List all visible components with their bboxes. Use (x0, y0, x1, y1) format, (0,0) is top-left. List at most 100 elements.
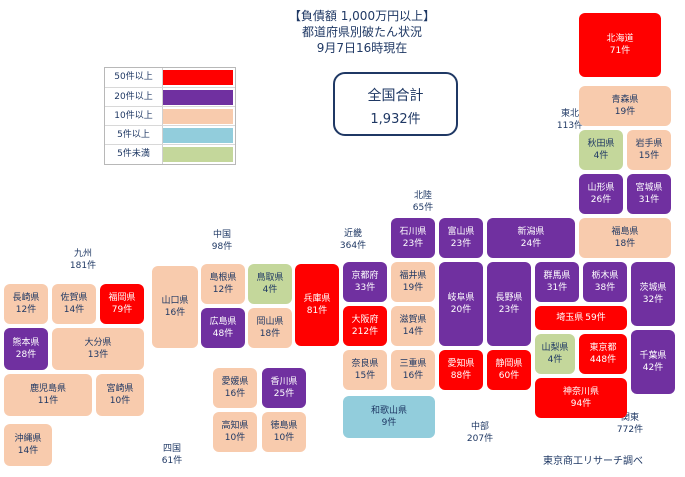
region-count: 61件 (161, 456, 183, 466)
prefecture-count: 31件 (546, 283, 568, 293)
prefecture-name: 神奈川県 (562, 387, 599, 397)
prefecture-name: 山梨県 (541, 343, 569, 353)
prefecture-count: 11件 (37, 396, 59, 406)
region-name: 関東 (620, 413, 639, 423)
prefecture-okinawa: 沖縄県 14件 (4, 424, 52, 466)
region-name: 四国 (162, 444, 181, 454)
prefecture-shiga: 滋賀県 14件 (391, 306, 435, 346)
prefecture-tokyo: 東京都 448件 (579, 334, 627, 374)
prefecture-name: 北海道 (606, 34, 634, 44)
prefecture-count: 23件 (450, 239, 472, 249)
prefecture-yamaguchi: 山口県 16件 (152, 266, 198, 348)
prefecture-name: 長崎県 (12, 293, 40, 303)
prefecture-name: 佐賀県 (60, 293, 88, 303)
prefecture-name: 広島県 (209, 317, 237, 327)
prefecture-count: 4件 (547, 355, 563, 365)
prefecture-count: 25件 (273, 389, 295, 399)
prefecture-count: 4件 (262, 285, 278, 295)
prefecture-name: 福岡県 (108, 293, 136, 303)
region-tohoku: 東北 113件 (555, 108, 585, 132)
region-name: 北陸 (413, 191, 432, 201)
prefecture-count: 33件 (354, 283, 376, 293)
prefecture-fukui: 福井県 19件 (391, 262, 435, 302)
prefecture-count: 448件 (589, 355, 617, 365)
prefecture-count: 10件 (273, 433, 295, 443)
national-total-box: 全国合計 1,932件 (333, 72, 458, 136)
prefecture-count: 24件 (520, 239, 542, 249)
prefecture-name: 熊本県 (12, 338, 40, 348)
legend-swatch (163, 147, 233, 162)
prefecture-name: 秋田県 (587, 139, 615, 149)
prefecture-count: 18件 (259, 329, 281, 339)
prefecture-kochi: 高知県 10件 (213, 412, 257, 452)
prefecture-count: 18件 (614, 239, 636, 249)
prefecture-count: 16件 (402, 371, 424, 381)
title-line-2: 都道府県別破たん状況 (301, 25, 422, 39)
prefecture-count: 60件 (498, 371, 520, 381)
prefecture-kagoshima: 鹿児島県 11件 (4, 374, 92, 416)
prefecture-iwate: 岩手県 15件 (627, 130, 671, 170)
region-count: 181件 (69, 261, 97, 271)
prefecture-name: 埼玉県 (556, 313, 584, 323)
prefecture-count: 9件 (381, 418, 397, 428)
prefecture-count: 81件 (306, 306, 328, 316)
prefecture-name: 新潟県 (517, 227, 545, 237)
prefecture-count: 14件 (17, 446, 39, 456)
prefecture-nagasaki: 長崎県 12件 (4, 284, 48, 324)
prefecture-fukuoka: 福岡県 79件 (100, 284, 144, 324)
region-name: 近畿 (343, 229, 362, 239)
prefecture-name: 静岡県 (495, 359, 523, 369)
prefecture-count: 88件 (450, 371, 472, 381)
prefecture-name: 岩手県 (635, 139, 663, 149)
prefecture-count: 10件 (109, 396, 131, 406)
prefecture-ehime: 愛媛県 16件 (213, 368, 257, 408)
prefecture-name: 宮崎県 (106, 384, 134, 394)
prefecture-name: 鹿児島県 (29, 384, 66, 394)
legend-item-50plus: 50件以上 (105, 68, 235, 87)
prefecture-name: 宮城県 (635, 183, 663, 193)
region-chugoku: 中国 98件 (207, 229, 237, 253)
legend-item-20plus: 20件以上 (105, 87, 235, 107)
prefecture-saitama: 埼玉県 59件 (535, 306, 627, 330)
prefecture-count: 42件 (642, 363, 664, 373)
prefecture-name: 山形県 (587, 183, 615, 193)
prefecture-name: 栃木県 (591, 271, 619, 281)
region-name: 九州 (73, 249, 92, 259)
prefecture-gunma: 群馬県 31件 (535, 262, 579, 302)
prefecture-kagawa: 香川県 25件 (262, 368, 306, 408)
prefecture-count: 13件 (87, 350, 109, 360)
prefecture-aichi: 愛知県 88件 (439, 350, 483, 390)
prefecture-saga: 佐賀県 14件 (52, 284, 96, 324)
prefecture-count: 10件 (224, 433, 246, 443)
prefecture-count: 14件 (402, 327, 424, 337)
map-title: 【負債額 1,000万円以上】 都道府県別破たん状況 9月7日16時現在 (262, 8, 462, 56)
legend-label: 5件以上 (105, 126, 163, 145)
region-name: 中部 (470, 422, 489, 432)
prefecture-name: 兵庫県 (303, 294, 331, 304)
legend-item-10plus: 10件以上 (105, 106, 235, 126)
prefecture-count: 19件 (402, 283, 424, 293)
prefecture-count: 26件 (590, 195, 612, 205)
region-kanto: 関東 772件 (615, 412, 645, 436)
national-total-label: 全国合計 (367, 88, 424, 104)
prefecture-okayama: 岡山県 18件 (248, 308, 292, 348)
prefecture-hokkaido: 北海道 71件 (579, 13, 661, 77)
region-kinki: 近畿 364件 (336, 228, 370, 252)
prefecture-name: 京都府 (351, 271, 379, 281)
region-kyushu: 九州 181件 (66, 248, 100, 272)
prefecture-count: 20件 (450, 305, 472, 315)
region-shikoku: 四国 61件 (157, 443, 187, 467)
prefecture-count: 19件 (614, 107, 636, 117)
prefecture-count: 59件 (585, 313, 606, 323)
region-count: 207件 (466, 434, 494, 444)
prefecture-count: 4件 (593, 151, 609, 161)
prefecture-name: 沖縄県 (14, 434, 42, 444)
prefecture-count: 16件 (164, 308, 186, 318)
prefecture-name: 大阪府 (351, 315, 379, 325)
prefecture-count: 14件 (63, 305, 85, 315)
source-note: 東京商工リサーチ調べ (543, 456, 643, 467)
legend-label: 50件以上 (105, 68, 163, 87)
region-count: 772件 (616, 425, 644, 435)
prefecture-count: 23件 (498, 305, 520, 315)
prefecture-count: 48件 (212, 329, 234, 339)
